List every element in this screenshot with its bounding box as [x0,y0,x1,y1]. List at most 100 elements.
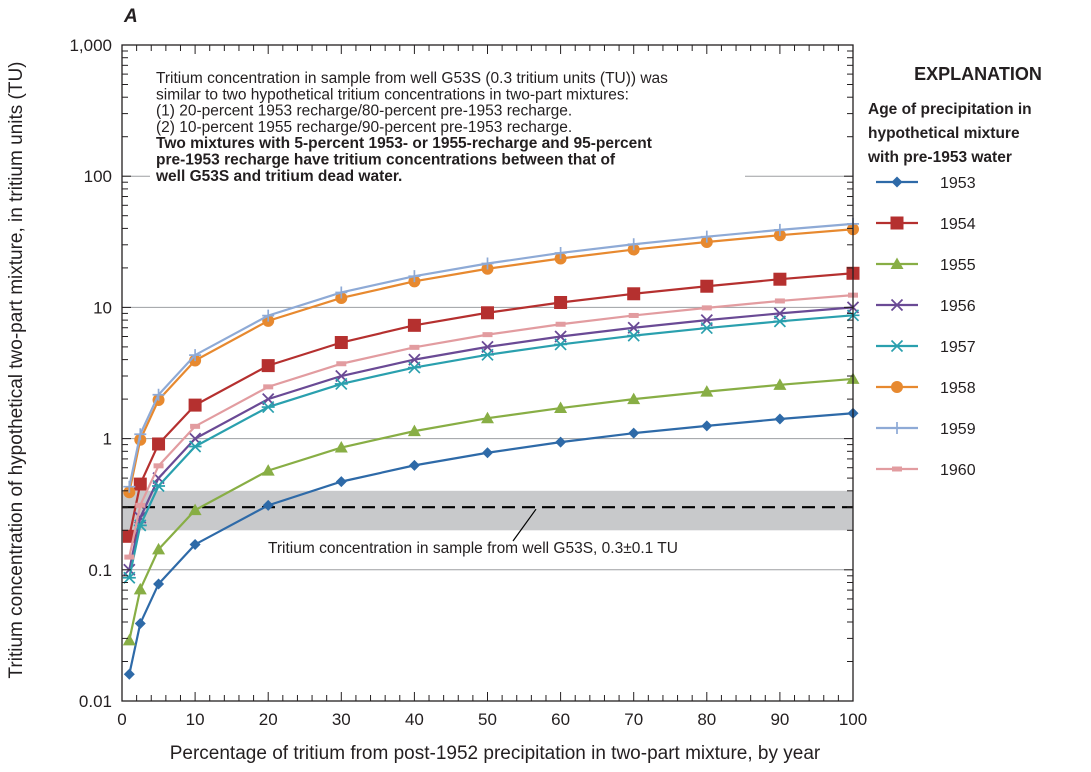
series-1959 [123,217,859,493]
data-point-asterisk [152,479,166,493]
data-point-asterisk [554,338,568,351]
data-point-dash [774,298,785,304]
data-point-square [700,279,714,293]
reference-leader-line [512,508,537,542]
data-point-triangle [334,441,348,453]
legend-item-1958: 1958 [876,380,976,397]
reference-band [122,490,853,531]
data-point-plus [408,270,421,283]
legend-item-1953: 1953 [876,175,976,192]
series-1960 [124,292,858,560]
series-1958 [123,223,859,499]
legend: EXPLANATION Age of precipitation in hypoth… [867,64,1042,479]
data-point-plus [335,286,348,299]
y-tick-label: 0.01 [79,692,112,711]
data-point-plus [700,230,713,243]
data-point-square [890,216,904,230]
y-tick-label: 1 [103,430,112,449]
data-point-diamond [482,447,493,459]
data-point-dash [263,384,274,390]
annotation-background [150,68,745,200]
data-point-dash [124,554,135,560]
data-point-dash [555,321,566,327]
reference-line-layer: Tritium concentration in sample from wel… [122,506,853,557]
data-point-triangle [773,378,787,390]
data-point-triangle [133,582,147,595]
data-point-asterisk [773,315,787,328]
data-point-asterisk [261,400,275,414]
data-point-plus [773,223,786,236]
x-tick-label: 0 [117,710,126,729]
annotation-bold-line: Two mixtures with 5-percent 1953- or 195… [156,135,652,152]
data-point-square [133,477,147,491]
x-axis-title: Percentage of tritium from post-1952 pre… [170,743,821,764]
x-tick-label: 70 [624,710,643,729]
data-point-square [407,318,421,332]
data-point-diamond [262,499,274,511]
series-layer [122,217,860,680]
legend-title: EXPLANATION [914,64,1042,84]
data-point-plus [554,246,567,259]
annotation-line: similar to two hypothetical tritium conc… [156,86,629,103]
data-point-plus [189,349,202,362]
legend-item-1956: 1956 [876,298,976,315]
data-point-triangle [890,257,904,269]
data-point-asterisk [627,329,641,342]
x-tick-label: 50 [478,710,497,729]
data-point-dash [409,344,420,350]
y-tick-label: 100 [84,167,112,186]
data-point-square [152,437,166,451]
legend-subtitle-line: hypothetical mixture [868,125,1020,142]
legend-label: 1954 [940,216,976,233]
series-1953 [123,407,859,680]
data-point-square [334,336,348,350]
x-tick-label: 80 [697,710,716,729]
y-tick-label: 10 [93,298,112,317]
legend-label: 1958 [940,380,976,397]
data-point-triangle [122,633,136,646]
data-point-diamond [891,176,903,188]
series-1954 [122,266,860,543]
data-point-plus [891,422,903,434]
legend-label: 1960 [940,462,976,479]
data-point-dash [701,305,712,311]
x-tick-label: 100 [839,710,867,729]
annotation-bold-line: well G53S and tritium dead water. [155,168,402,185]
legend-label: 1956 [940,298,976,315]
data-point-dash [336,361,347,367]
y-tick-label: 1,000 [69,36,112,55]
data-point-asterisk [122,571,136,584]
reference-label: Tritium concentration in sample from wel… [268,540,678,557]
reference-band-layer [122,490,853,531]
data-point-square [627,287,641,301]
data-point-x [890,298,904,312]
data-point-plus [262,309,275,322]
data-point-diamond [555,436,567,448]
data-point-triangle [407,424,421,437]
legend-item-1955: 1955 [876,257,976,274]
legend-item-1960: 1960 [876,462,976,479]
data-point-square [554,295,568,309]
data-point-asterisk [188,440,202,453]
x-tick-label: 40 [405,710,424,729]
data-point-square [261,359,275,373]
data-point-triangle [261,464,275,476]
data-point-plus [152,388,165,401]
x-tick-label: 90 [770,710,789,729]
data-point-triangle [700,385,714,397]
data-point-square [773,272,787,286]
data-point-dash [190,423,201,429]
data-point-asterisk [890,339,904,353]
data-point-diamond [408,459,420,471]
y-axis-title: Tritium concentration of hypothetical tw… [6,62,27,679]
data-point-dash [153,463,164,469]
data-point-square [188,398,202,412]
annotation-line: (2) 10-percent 1955 recharge/90-percent … [156,119,572,136]
x-tick-label: 60 [551,710,570,729]
annotation-background-box [150,68,745,200]
data-point-dash [892,466,902,472]
data-point-diamond [628,427,640,439]
legend-label: 1953 [940,175,976,192]
data-point-triangle [554,401,568,414]
legend-item-1959: 1959 [876,421,976,438]
